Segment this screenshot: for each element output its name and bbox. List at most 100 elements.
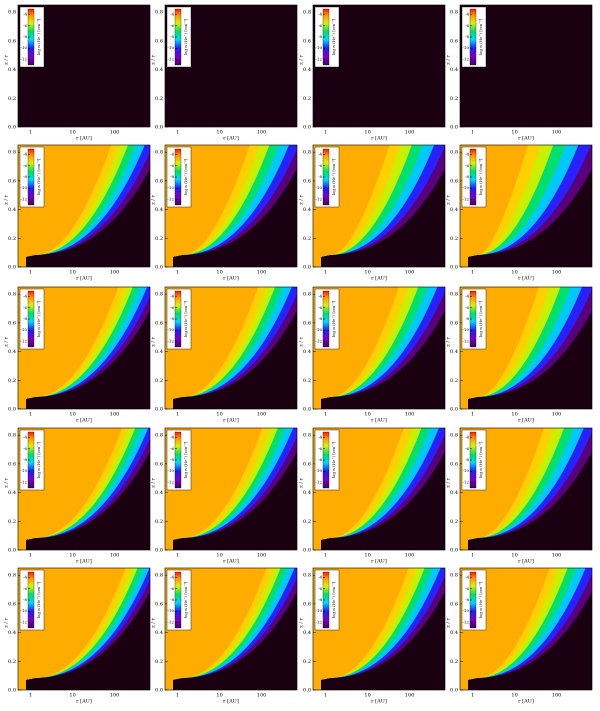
colorbar-tick-label: -8 — [318, 34, 322, 39]
y-tick-label: 0.4 — [450, 207, 458, 213]
y-tick-label: 0.0 — [155, 688, 163, 694]
x-tick-label: 1 — [471, 270, 474, 276]
y-tick-label: 0.2 — [8, 659, 16, 665]
colorbar-tick-label: -10 — [463, 327, 470, 332]
colorbar-tick-label: -10 — [21, 185, 28, 190]
y-tick-label: 0.4 — [155, 630, 163, 636]
colorbar-tick-label: -6 — [23, 163, 27, 168]
colorbar-tick-label: -4 — [23, 575, 27, 580]
colorbar-tick-label: -12 — [463, 338, 470, 343]
x-tick-label: 1 — [176, 553, 179, 559]
y-tick-label: 0.8 — [450, 433, 458, 439]
x-tick-label: 100 — [110, 270, 120, 276]
x-axis-label: r [AU] — [371, 136, 387, 142]
y-tick-label: 0.6 — [450, 178, 458, 184]
colorbar-tick-label: -10 — [168, 468, 175, 473]
x-tick-label: 1 — [176, 130, 179, 136]
x-tick-label: 10 — [511, 270, 517, 276]
y-tick-label: 0.0 — [450, 548, 458, 554]
x-tick-label: 10 — [69, 130, 75, 136]
y-tick-label: 0.0 — [8, 125, 16, 131]
y-axis-label: z / r — [4, 336, 10, 346]
y-axis-label: z / r — [446, 54, 452, 64]
y-tick-label: 0.4 — [303, 349, 311, 355]
y-tick-label: 0.2 — [303, 659, 311, 665]
y-tick-label: 0.2 — [450, 96, 458, 102]
y-tick-label: 0.0 — [303, 265, 311, 271]
colorbar-tick-label: -6 — [465, 23, 469, 28]
y-tick-label: 0.4 — [450, 67, 458, 73]
y-tick-label: 0.6 — [155, 178, 163, 184]
colorbar-tick-label: -8 — [465, 597, 469, 602]
y-tick-label: 0.8 — [8, 433, 16, 439]
x-tick-label: 1 — [176, 693, 179, 699]
y-tick-label: 0.6 — [303, 601, 311, 607]
y-tick-label: 0.2 — [303, 236, 311, 242]
colorbar-tick-label: -6 — [170, 446, 174, 451]
x-tick-label: 1 — [29, 553, 32, 559]
colorbar-tick-label: -10 — [463, 468, 470, 473]
y-tick-label: 0.8 — [303, 150, 311, 156]
x-tick-label: 1 — [29, 130, 32, 136]
y-tick-label: 0.0 — [155, 548, 163, 554]
colorbar-tick-label: -8 — [465, 174, 469, 179]
colorbar-tick-label: -4 — [23, 152, 27, 157]
colorbar-tick-label: -4 — [318, 575, 322, 580]
y-axis-label: z / r — [151, 54, 157, 64]
x-tick-label: 100 — [110, 130, 120, 136]
y-axis-label: z / r — [151, 336, 157, 346]
y-tick-label: 0.0 — [8, 688, 16, 694]
x-tick-label: 100 — [552, 130, 562, 136]
colorbar-label: log n (He⁺) [cm⁻³] — [36, 441, 41, 478]
y-tick-label: 0.6 — [450, 320, 458, 326]
x-tick-label: 100 — [257, 412, 267, 418]
y-tick-label: 0.4 — [155, 490, 163, 496]
y-tick-label: 0.2 — [450, 659, 458, 665]
colorbar-label: log n (He⁺) [cm⁻³] — [183, 300, 188, 337]
y-tick-label: 0.0 — [8, 548, 16, 554]
colorbar-tick-label: -10 — [463, 45, 470, 50]
y-tick-label: 0.8 — [8, 292, 16, 298]
x-tick-label: 100 — [405, 693, 415, 699]
x-axis-label: r [AU] — [223, 136, 239, 142]
y-tick-label: 0.8 — [155, 10, 163, 16]
colorbar-tick-label: -10 — [168, 185, 175, 190]
colorbar-tick-label: -8 — [318, 597, 322, 602]
y-axis-label: z / r — [4, 54, 10, 64]
y-tick-label: 0.2 — [155, 378, 163, 384]
y-tick-label: 0.4 — [450, 349, 458, 355]
x-tick-label: 10 — [511, 693, 517, 699]
x-tick-label: 10 — [69, 270, 75, 276]
y-tick-label: 0.8 — [8, 10, 16, 16]
colorbar-label: log n (He⁺) [cm⁻³] — [36, 158, 41, 195]
y-tick-label: 0.4 — [8, 490, 16, 496]
colorbar-tick-label: -8 — [23, 34, 27, 39]
x-tick-label: 1 — [324, 412, 327, 418]
colorbar-tick-label: -4 — [465, 152, 469, 157]
x-axis-label: r [AU] — [223, 418, 239, 424]
y-tick-label: 0.8 — [450, 150, 458, 156]
x-tick-label: 100 — [257, 130, 267, 136]
colorbar-tick-label: -6 — [170, 586, 174, 591]
y-tick-label: 0.2 — [155, 236, 163, 242]
colorbar-label: log n (He⁺) [cm⁻³] — [36, 581, 41, 618]
y-tick-label: 0.4 — [303, 490, 311, 496]
x-tick-label: 10 — [69, 693, 75, 699]
y-tick-label: 0.2 — [303, 519, 311, 525]
x-tick-label: 100 — [110, 693, 120, 699]
colorbar-tick-label: -4 — [23, 294, 27, 299]
colorbar-label: log n (He⁺) [cm⁻³] — [183, 441, 188, 478]
y-tick-label: 0.6 — [8, 320, 16, 326]
colorbar-tick-label: -12 — [168, 479, 175, 484]
colorbar-tick-label: -6 — [23, 446, 27, 451]
colorbar-tick-label: -8 — [318, 174, 322, 179]
x-axis-label: r [AU] — [371, 699, 387, 705]
y-axis-label: z / r — [446, 617, 452, 627]
colorbar-tick-label: -12 — [21, 619, 28, 624]
y-tick-label: 0.6 — [303, 178, 311, 184]
